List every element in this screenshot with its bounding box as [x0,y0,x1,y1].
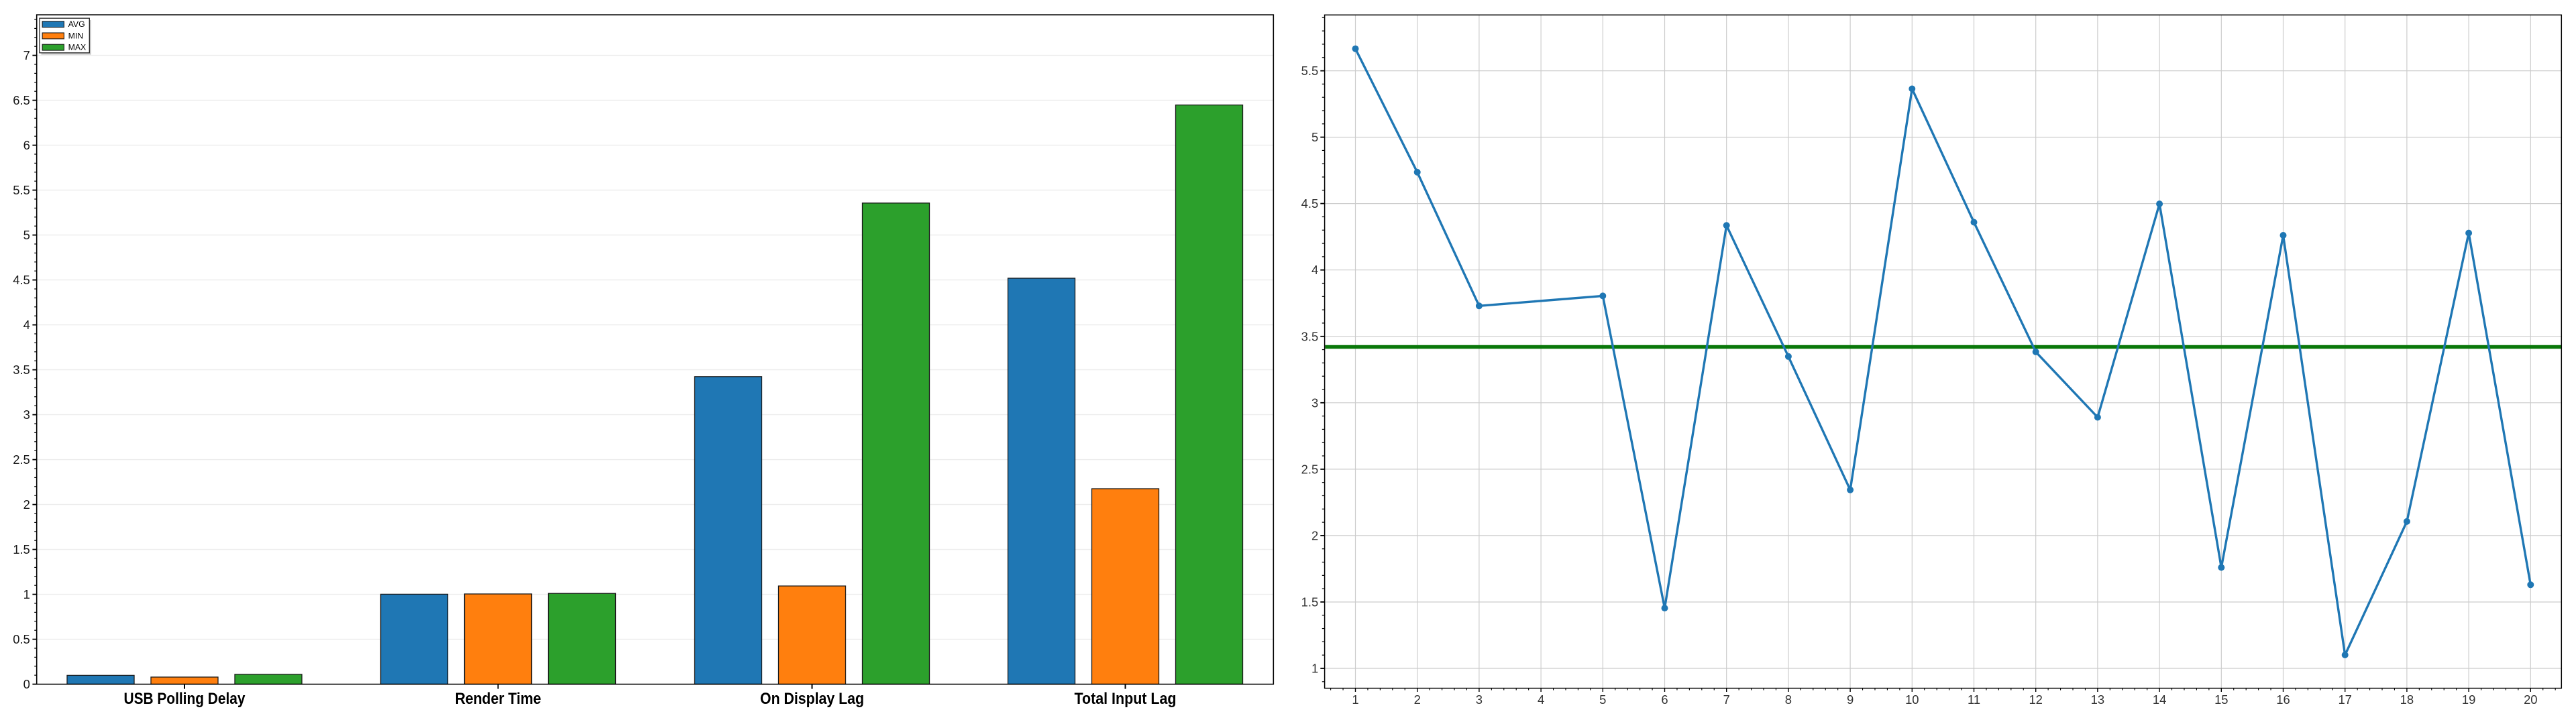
svg-text:4.5: 4.5 [13,273,30,287]
svg-text:AVG: AVG [68,19,85,29]
svg-text:0: 0 [23,677,30,691]
svg-text:15: 15 [2214,692,2228,707]
svg-text:1.5: 1.5 [1301,595,1319,609]
svg-text:7: 7 [23,48,30,62]
svg-text:1.5: 1.5 [13,542,30,556]
svg-text:6: 6 [1661,692,1668,707]
svg-text:6: 6 [23,138,30,152]
svg-text:19: 19 [2462,692,2475,707]
svg-text:2.5: 2.5 [13,452,30,467]
svg-text:2.5: 2.5 [1301,462,1319,476]
svg-text:On Display Lag: On Display Lag [760,690,864,708]
svg-text:3: 3 [1311,396,1318,410]
svg-text:16: 16 [2276,692,2290,707]
svg-text:3: 3 [1476,692,1483,707]
svg-text:5.5: 5.5 [13,183,30,197]
svg-text:11: 11 [1968,692,1980,707]
svg-text:18: 18 [2400,692,2414,707]
svg-text:3.5: 3.5 [13,363,30,377]
svg-text:5: 5 [23,228,30,242]
svg-text:1: 1 [1311,662,1318,676]
svg-text:13: 13 [2091,692,2104,707]
svg-text:1: 1 [23,587,30,601]
svg-text:17: 17 [2338,692,2351,707]
svg-text:12: 12 [2029,692,2042,707]
svg-text:4: 4 [1538,692,1544,707]
svg-text:USB Polling Delay: USB Polling Delay [124,690,246,708]
svg-text:6.5: 6.5 [13,93,30,107]
svg-text:20: 20 [2524,692,2537,707]
svg-text:5.5: 5.5 [1301,64,1319,78]
svg-text:14: 14 [2153,692,2166,707]
svg-text:3.5: 3.5 [1301,329,1319,343]
svg-text:Total Input Lag: Total Input Lag [1075,690,1177,708]
svg-text:4: 4 [23,318,30,332]
svg-text:9: 9 [1847,692,1854,707]
svg-text:5: 5 [1599,692,1606,707]
svg-text:MAX: MAX [68,43,87,52]
svg-text:10: 10 [1905,692,1919,707]
svg-text:0.5: 0.5 [13,632,30,646]
svg-text:2: 2 [1311,528,1318,542]
svg-text:4.5: 4.5 [1301,196,1319,210]
svg-text:4: 4 [1311,263,1318,277]
svg-text:3: 3 [23,408,30,422]
svg-text:7: 7 [1723,692,1730,707]
svg-text:8: 8 [1785,692,1792,707]
svg-text:5: 5 [1311,130,1318,144]
svg-text:Render Time: Render Time [455,690,541,708]
svg-text:2: 2 [23,497,30,511]
svg-text:MIN: MIN [68,32,84,41]
svg-text:2: 2 [1414,692,1421,707]
svg-text:1: 1 [1352,692,1358,707]
